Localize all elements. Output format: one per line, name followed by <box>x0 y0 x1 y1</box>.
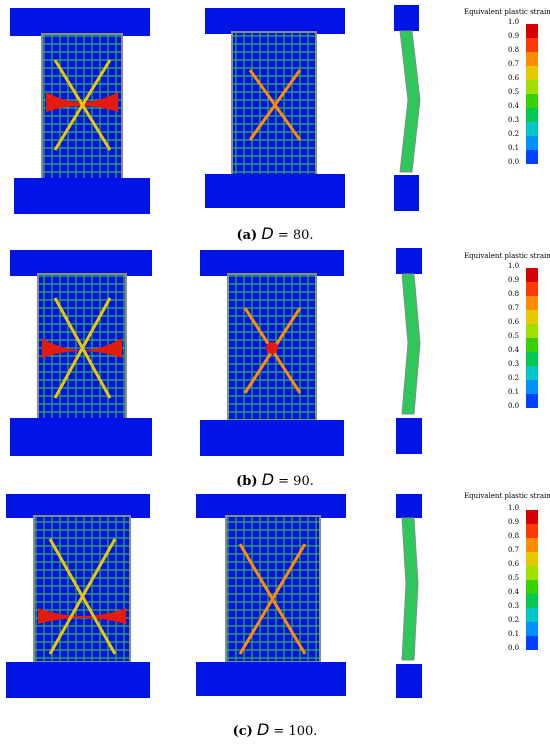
legend-tick: 0.5 <box>508 332 520 340</box>
strain-contour-plots-b <box>10 248 422 456</box>
legend-tick: 0.8 <box>508 46 520 54</box>
caption-label: (c) <box>232 724 253 739</box>
caption-symbol: D <box>261 224 274 243</box>
color-bar <box>526 510 538 650</box>
legend-title: Equivalent plastic strain <box>464 8 550 16</box>
caption-value: = 90. <box>278 474 314 489</box>
caption-b: (b) D = 90. <box>0 470 550 489</box>
legend-tick: 0.3 <box>508 116 520 124</box>
legend-tick: 1.0 <box>508 262 520 270</box>
legend-tick: 0.7 <box>508 304 520 312</box>
legend-tick: 0.8 <box>508 290 520 298</box>
color-bar <box>526 268 538 408</box>
legend-tick: 1.0 <box>508 18 520 26</box>
panel-b: Equivalent plastic strain 1.0 0.9 0.8 0.… <box>0 248 550 493</box>
legend-tick: 0.0 <box>508 402 520 410</box>
legend-tick: 0.5 <box>508 88 520 96</box>
legend-tick: 0.3 <box>508 360 520 368</box>
caption-label: (a) <box>236 228 258 243</box>
legend-title: Equivalent plastic strain <box>464 252 550 260</box>
legend-tick: 0.1 <box>508 630 520 638</box>
legend-tick: 0.2 <box>508 616 520 624</box>
caption-value: = 100. <box>273 724 318 739</box>
strain-contour-plots-c <box>6 494 422 698</box>
legend-tick: 0.1 <box>508 388 520 396</box>
legend-tick: 0.6 <box>508 560 520 568</box>
panel-c: Equivalent plastic strain 1.0 0.9 0.8 0.… <box>0 492 550 739</box>
legend-tick: 0.5 <box>508 574 520 582</box>
panel-a: Equivalent plastic strain 1.0 0.9 0.8 0.… <box>0 0 550 245</box>
caption-a: (a) D = 80. <box>0 224 550 243</box>
legend-tick: 0.0 <box>508 158 520 166</box>
legend-tick: 0.6 <box>508 318 520 326</box>
legend-tick: 1.0 <box>508 504 520 512</box>
legend-tick: 0.4 <box>508 102 520 110</box>
legend-tick: 0.0 <box>508 644 520 652</box>
legend-tick: 0.1 <box>508 144 520 152</box>
color-bar <box>526 24 538 164</box>
caption-symbol: D <box>256 720 270 739</box>
legend-tick: 0.4 <box>508 346 520 354</box>
caption-c: (c) D = 100. <box>0 720 550 739</box>
legend-tick: 0.3 <box>508 602 520 610</box>
legend-tick: 0.9 <box>508 518 520 526</box>
legend-tick: 0.9 <box>508 32 520 40</box>
legend-tick: 0.6 <box>508 74 520 82</box>
legend-tick: 0.7 <box>508 546 520 554</box>
legend-title: Equivalent plastic strain <box>464 492 550 500</box>
legend-tick: 0.2 <box>508 130 520 138</box>
strain-contour-plots-a <box>10 5 421 214</box>
caption-symbol: D <box>261 470 275 489</box>
legend-tick: 0.4 <box>508 588 520 596</box>
legend-tick: 0.8 <box>508 532 520 540</box>
legend-tick: 0.7 <box>508 60 520 68</box>
legend-tick: 0.2 <box>508 374 520 382</box>
caption-label: (b) <box>236 474 258 489</box>
caption-value: = 80. <box>277 228 314 243</box>
legend-tick: 0.9 <box>508 276 520 284</box>
